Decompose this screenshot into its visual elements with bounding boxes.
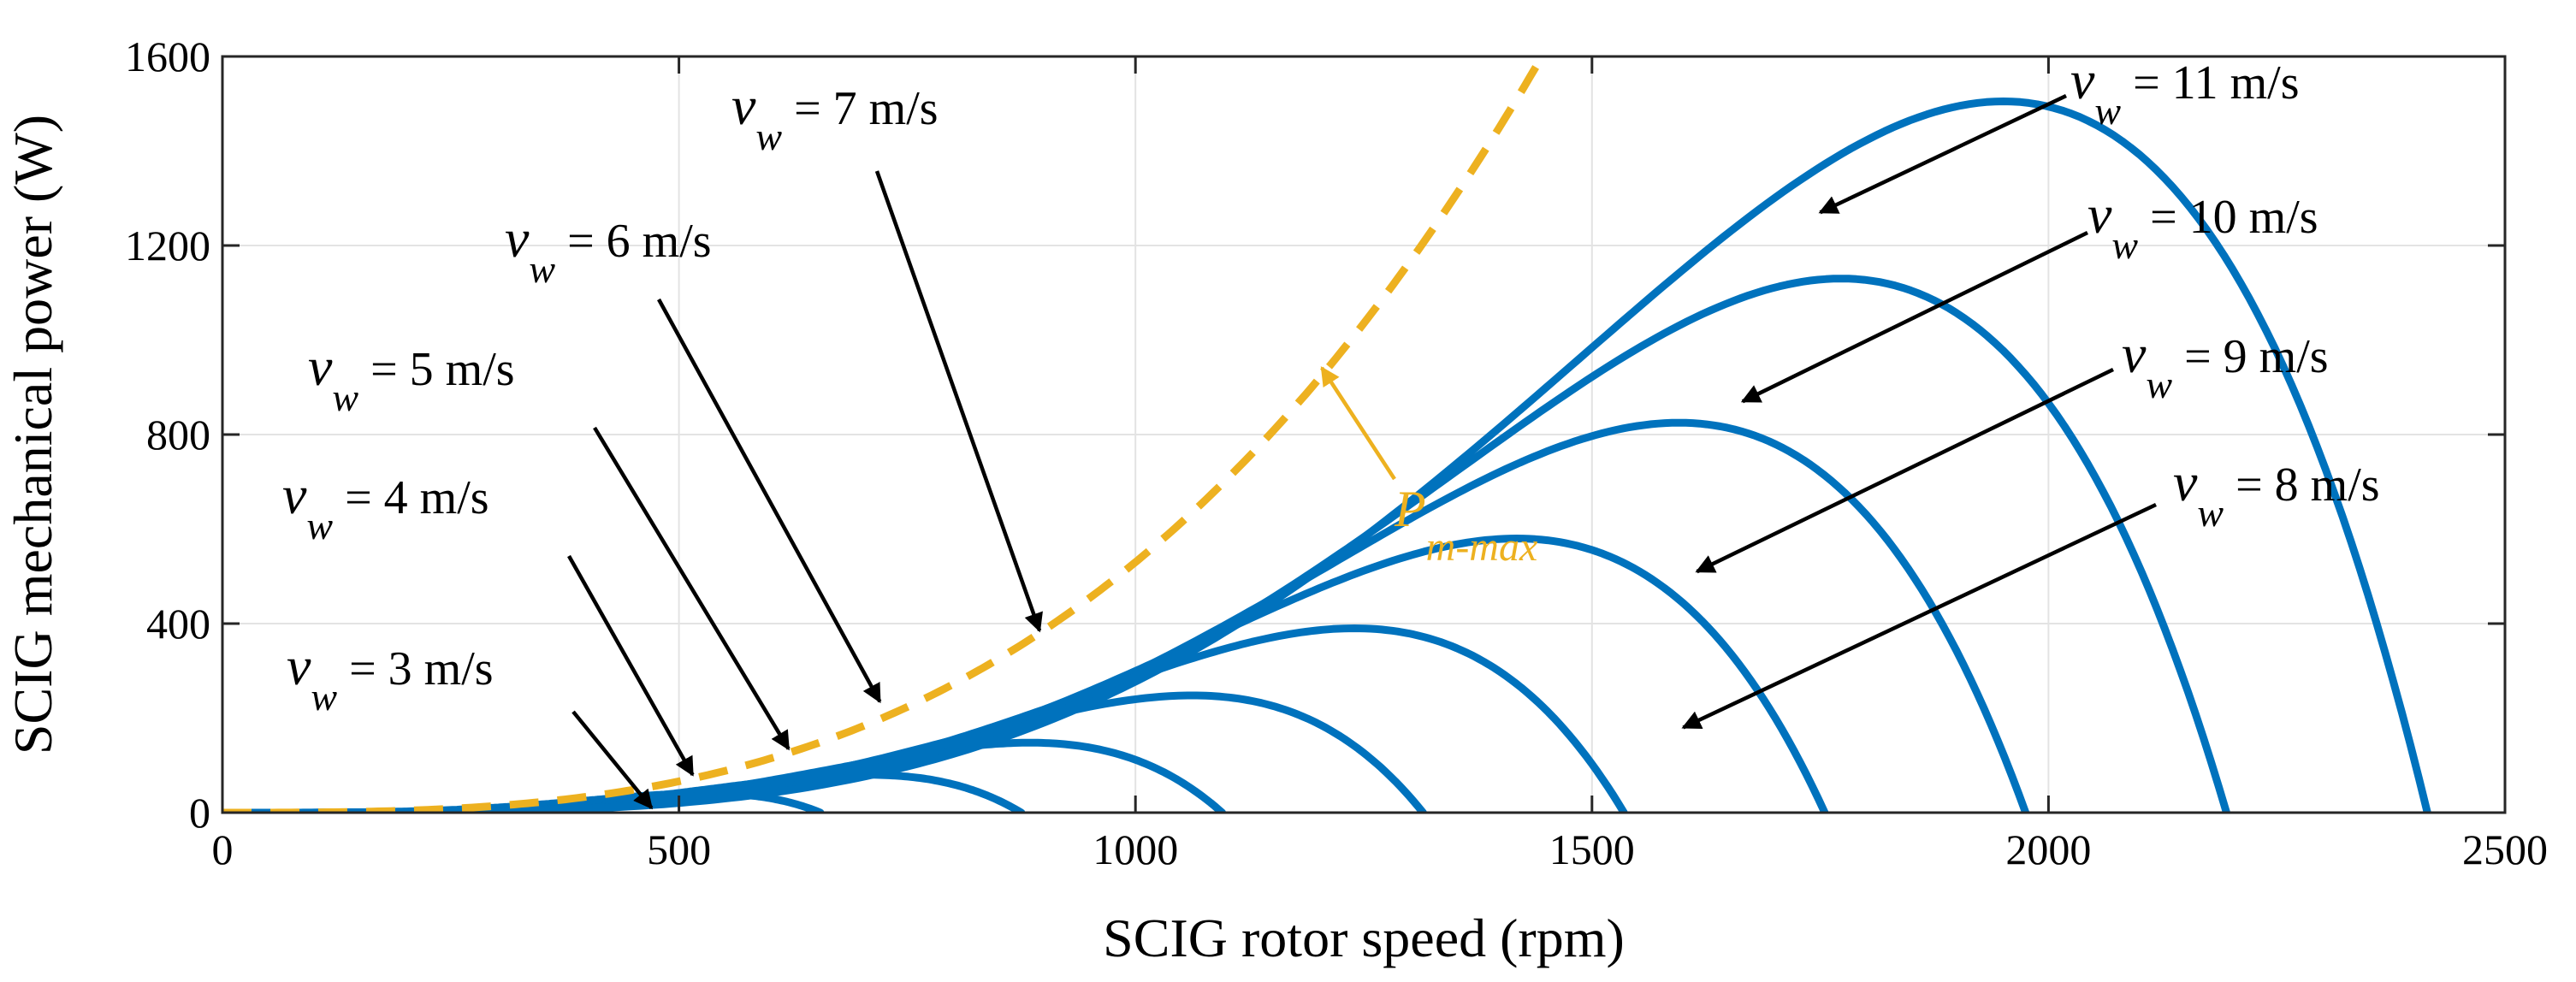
annotation-symbol: v [2173,452,2198,512]
annotation-symbol: v [308,336,333,397]
annotation-8ms: vw= 8 m/s [1681,452,2380,730]
annotation-arrow [567,554,695,777]
power-curve-10ms [222,275,2230,813]
annotation-label: vw = 4 m/s [282,464,489,547]
annotation-3ms: vw = 3 m/s [287,636,654,810]
annotation-subscript: w [2094,89,2121,133]
y-axis-label: SCIG mechanical power (W) [3,115,63,754]
annotation-subscript: w [306,504,333,547]
y-tick-label: 1200 [125,222,210,269]
annotation-subscript: w [2197,491,2224,535]
axis-ticks: 0 500 1000 1500 2000 2500 0 400 800 1200 1600 [125,33,2548,873]
annotation-symbol: v [2122,323,2147,384]
pmax-arrow [1320,366,1396,481]
annotation-7ms: vw = 7 m/s [731,75,1043,633]
annotation-label: vw = 6 m/s [505,208,712,291]
power-curve-11ms [222,98,2431,813]
annotation-value: = 7 m/s [794,82,939,135]
annotation-label: vw = 7 m/s [731,75,939,158]
annotation-value: = 5 m/s [370,343,515,396]
x-tick-label: 500 [647,825,711,873]
annotation-symbol: v [282,464,307,525]
annotation-9ms: vw= 9 m/s [1695,323,2329,574]
annotation-arrow [874,170,1043,633]
pmax-label-sub: m-max [1426,524,1538,570]
annotation-11ms: vw = 11 m/s [1818,50,2300,215]
annotation-symbol: v [2087,184,2112,245]
x-tick-label: 1000 [1093,825,1178,873]
power-curve-6ms [222,691,1427,813]
annotation-label: vw= 8 m/s [2173,452,2380,535]
annotation-subscript: w [332,376,358,419]
annotation-subscript: w [2111,223,2138,267]
annotation-10ms: vw= 10 m/s [1740,184,2318,404]
annotation-4ms: vw= 4 m/s [282,464,695,777]
annotation-subscript: w [311,675,337,719]
y-tick-label: 800 [146,411,210,458]
annotation-value: = 6 m/s [567,215,712,268]
y-tick-label: 400 [146,600,210,648]
annotation-arrow [571,710,654,810]
pmax-curve-group [222,56,1547,813]
annotation-arrow [593,426,791,751]
annotation-6ms: vw = 6 m/s [505,208,882,704]
annotation-symbol: v [2070,50,2095,110]
y-tick-label: 1600 [125,33,210,80]
annotation-5ms: vw= 5 m/s [308,336,791,751]
annotation-subscript: w [2146,363,2172,406]
x-tick-label: 0 [212,825,234,873]
annotation-label: vw = 10 m/s [2087,184,2318,267]
annotation-arrow [657,298,882,704]
annotation-subscript: w [755,115,782,158]
annotation-value: = 4 m/s [345,471,489,524]
annotation-arrow [1681,502,2157,730]
annotation-value: = 11 m/s [2133,56,2299,109]
x-axis-label: SCIG rotor speed (rpm) [1103,908,1625,968]
annotation-symbol: v [287,636,311,696]
pmax-label-main: P [1394,481,1426,537]
annotation-label: vw = 3 m/s [287,636,494,719]
pmax-label: Pm-max [1394,481,1537,570]
wind-speed-annotations: vw= 3 m/svw= 4 m/svw= 5 m/svw= 6 m/svw= … [282,50,2380,810]
x-tick-label: 2500 [2462,825,2548,873]
annotation-arrow [1695,367,2114,574]
annotation-value: = 3 m/s [349,642,494,695]
annotation-symbol: v [731,75,756,136]
annotation-label: vw = 5 m/s [308,336,515,419]
annotation-subscript: w [529,247,555,291]
x-tick-label: 2000 [2005,825,2091,873]
annotation-value: = 10 m/s [2150,191,2318,244]
y-tick-label: 0 [189,789,210,837]
annotation-arrow [1740,230,2088,404]
annotation-value: = 8 m/s [2235,458,2380,512]
annotation-label: vw = 11 m/s [2070,50,2300,133]
pmax-curve [222,56,1547,813]
annotation-symbol: v [505,208,530,269]
annotation-arrow [1818,93,2067,215]
x-tick-label: 1500 [1549,825,1635,873]
annotation-value: = 9 m/s [2184,330,2329,383]
annotation-label: vw = 9 m/s [2122,323,2329,406]
